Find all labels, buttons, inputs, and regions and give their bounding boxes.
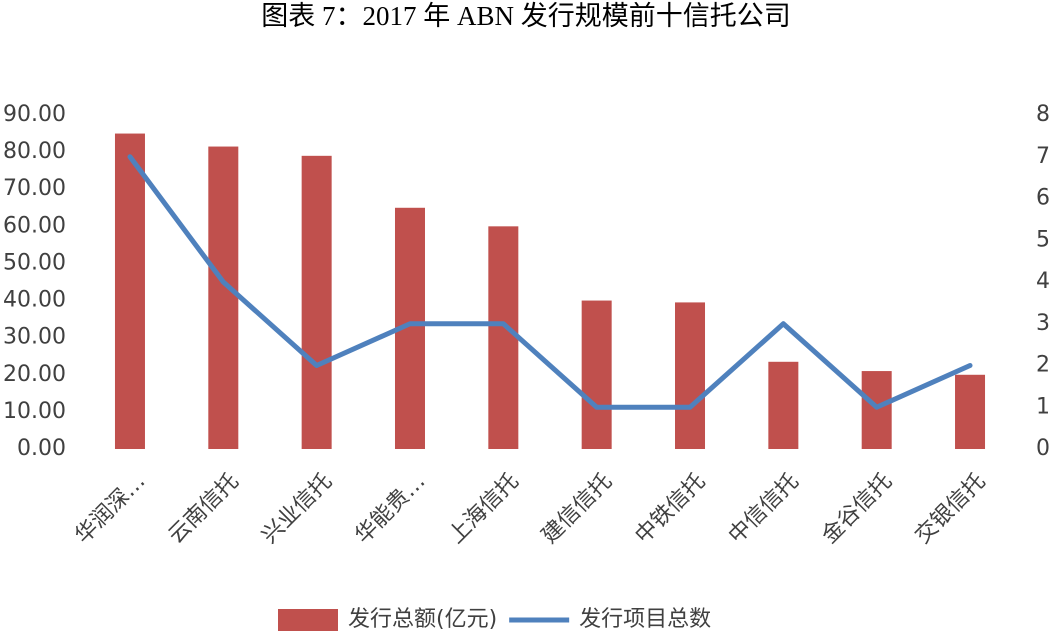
y2-tick-label: 2: [1036, 353, 1050, 378]
y2-tick-label: 0: [1036, 436, 1050, 461]
bar: [114, 133, 145, 450]
y2-tick-label: 6: [1036, 186, 1050, 211]
bar: [301, 155, 332, 450]
y2-tick-label: 4: [1036, 269, 1050, 294]
x-tick-label: 兴业信托: [257, 469, 337, 549]
y-tick-label: 40.00: [3, 288, 66, 313]
bar: [861, 371, 892, 449]
y-tick-label: 60.00: [3, 213, 66, 238]
y-tick-label: 30.00: [3, 325, 66, 350]
line: [127, 154, 973, 410]
y2-tick-label: 8: [1036, 102, 1050, 127]
y-tick-label: 80.00: [3, 139, 66, 164]
x-tick-label: 华润深…: [71, 469, 151, 549]
x-tick-label: 中铁信托: [631, 469, 711, 549]
legend-swatch: [278, 609, 338, 631]
bar: [581, 300, 612, 449]
y2-tick-label: 7: [1036, 144, 1050, 169]
x-tick-label: 建信信托: [537, 469, 617, 549]
y-tick-label: 0.00: [17, 436, 66, 461]
y-tick-label: 10.00: [3, 399, 66, 424]
chart-title: 图表 7：2017 年 ABN 发行规模前十信托公司: [261, 1, 791, 31]
bar: [488, 226, 519, 449]
legend-label: 发行总额(亿元): [348, 607, 497, 632]
x-tick-label: 华能贵…: [351, 469, 431, 549]
x-tick-label: 云南信托: [164, 469, 244, 549]
bar: [768, 361, 799, 449]
x-tick-label: 上海信托: [444, 469, 524, 549]
bar: [955, 374, 986, 449]
y2-tick-label: 3: [1036, 311, 1050, 336]
y-tick-label: 90.00: [3, 102, 66, 127]
bar: [208, 146, 239, 450]
y2-tick-label: 1: [1036, 394, 1050, 419]
x-tick-label: 中信信托: [724, 469, 804, 549]
bar: [675, 302, 706, 449]
y-tick-label: 20.00: [3, 362, 66, 387]
y-tick-label: 70.00: [3, 176, 66, 201]
y2-tick-label: 5: [1036, 227, 1050, 252]
x-tick-label: 交银信托: [911, 469, 991, 549]
x-tick-label: 金谷信托: [817, 469, 897, 549]
y-tick-label: 50.00: [3, 250, 66, 275]
legend-label: 发行项目总数: [579, 607, 711, 632]
